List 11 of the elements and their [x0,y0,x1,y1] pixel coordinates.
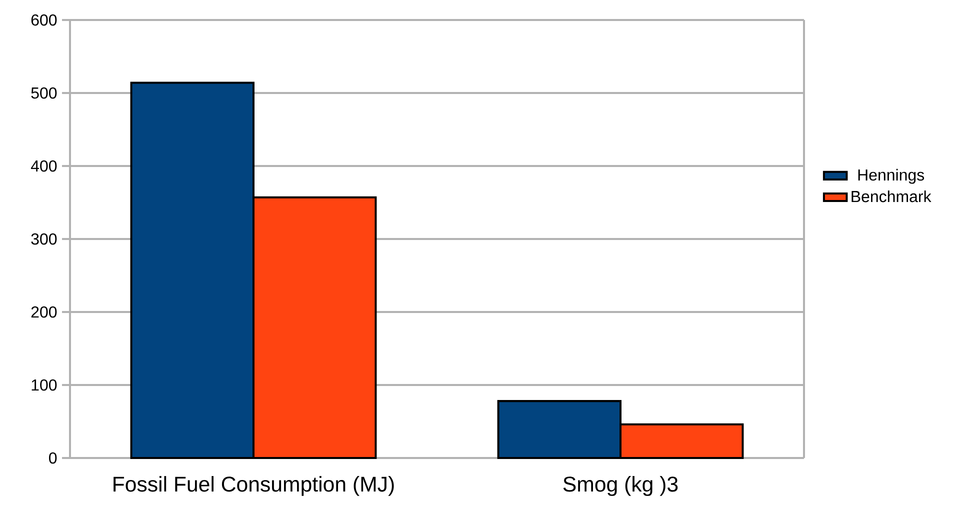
legend-label: Hennings [858,168,924,184]
x-tick-label: Smog (kg )3 [563,476,678,496]
y-tick-label: 600 [31,14,57,26]
y-tick-label: 0 [49,452,57,464]
x-tick-label: Fossil Fuel Consumption (MJ) [114,476,394,496]
y-tick-label: 400 [30,160,57,172]
legend-label: Benchmark [852,190,932,202]
y-tick-label: 100 [32,379,57,391]
y-tick-label: 200 [31,306,57,318]
y-tick-label: 500 [31,87,57,99]
y-tick-label: 300 [31,233,57,245]
